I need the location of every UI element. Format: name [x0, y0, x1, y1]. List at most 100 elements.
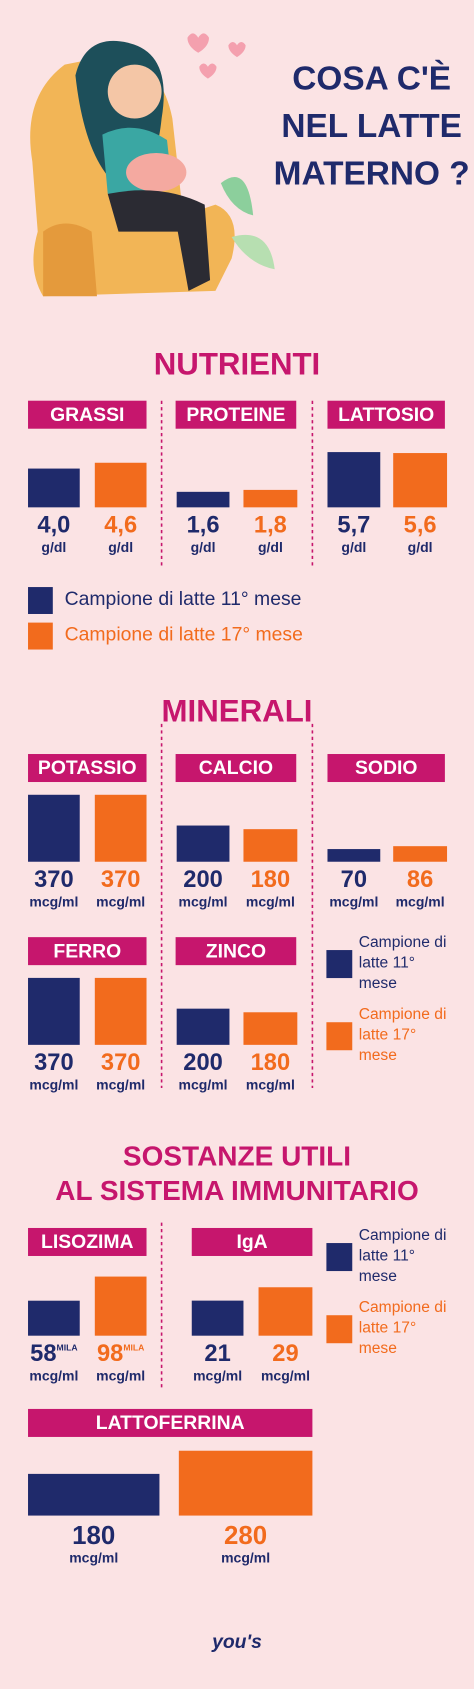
title-line: MATERNO ? — [274, 155, 470, 192]
unit-label: mcg/ml — [179, 1076, 228, 1092]
value-number: 5,7 — [337, 513, 370, 539]
value-label: 370 — [101, 1051, 141, 1077]
chart-label: LISOZIMA — [41, 1231, 134, 1253]
chart-label-box — [28, 1408, 313, 1437]
chart-label-box — [175, 754, 297, 783]
value-label: 200 — [183, 867, 223, 893]
bar — [243, 489, 298, 508]
legend-label: Campione di latte 11° mese — [65, 588, 302, 610]
value-number: 1,6 — [187, 513, 220, 539]
value-number: 98 — [97, 1341, 123, 1367]
value-number: 70 — [341, 867, 367, 893]
chart-label: CALCIO — [199, 757, 273, 779]
value-number: 370 — [34, 867, 74, 893]
value-label: 370 — [34, 867, 74, 893]
value-label: 5,6 — [404, 513, 437, 539]
chart-label-box — [28, 1227, 147, 1256]
chart-label-box — [191, 1227, 313, 1256]
value-number: 21 — [204, 1341, 230, 1367]
unit-label: mcg/ml — [29, 893, 78, 909]
footer-logo: you's — [211, 1631, 262, 1653]
value-label: 1,6 — [187, 513, 220, 539]
section-heading: SOSTANZE UTILI — [123, 1140, 351, 1171]
unit-label: mcg/ml — [96, 1076, 145, 1092]
unit-label: mcg/ml — [246, 1076, 295, 1092]
value-number: 4,0 — [37, 513, 70, 539]
bar — [94, 794, 147, 862]
title-line: COSA C'È — [292, 60, 451, 98]
bar — [258, 1287, 313, 1336]
legend-swatch — [326, 950, 353, 979]
value-label: 180 — [251, 867, 291, 893]
value-label: 4,6 — [104, 513, 137, 539]
legend-swatch — [326, 1243, 353, 1272]
value-label: 98MILA — [97, 1341, 144, 1367]
value-label: 21 — [204, 1341, 230, 1367]
unit-label: g/dl — [341, 539, 366, 555]
value-label: 4,0 — [37, 513, 70, 539]
chart-label: POTASSIO — [38, 757, 137, 779]
value-number: 5,6 — [404, 513, 437, 539]
value-label: 280 — [224, 1522, 267, 1550]
legend-box: Campione di latte 11° mese — [359, 934, 447, 992]
bar — [28, 468, 80, 508]
unit-label: g/dl — [41, 539, 66, 555]
unit-label: mcg/ml — [179, 893, 228, 909]
bar — [393, 846, 448, 862]
bar — [178, 1450, 313, 1516]
value-label: 70 — [341, 867, 367, 893]
value-label: 1,8 — [254, 513, 287, 539]
bar — [28, 1300, 80, 1336]
bar — [176, 491, 230, 508]
unit-label: mcg/ml — [261, 1367, 310, 1383]
value-number: 370 — [101, 867, 141, 893]
unit-label: mcg/ml — [69, 1549, 118, 1565]
chart-label-box — [28, 937, 147, 966]
legend-label: Campione di latte 17° mese — [65, 624, 303, 646]
chart-label-box — [327, 754, 445, 783]
unit-label: mcg/ml — [246, 893, 295, 909]
unit-label: mcg/ml — [29, 1076, 78, 1092]
chart-label: PROTEINE — [186, 404, 285, 426]
value-label: 180 — [72, 1522, 115, 1550]
unit-label: mcg/ml — [96, 1367, 145, 1383]
bar — [393, 453, 448, 508]
value-number: 1,8 — [254, 513, 287, 539]
chart-label: ZINCO — [206, 940, 266, 962]
chart-label-box — [327, 400, 445, 429]
unit-label: mcg/ml — [221, 1549, 270, 1565]
value-number: 280 — [224, 1522, 267, 1550]
chart-label: LATTOFERRINA — [96, 1412, 245, 1434]
bar — [94, 1276, 147, 1336]
value-number: 200 — [183, 867, 223, 893]
value-label: 29 — [272, 1341, 298, 1367]
chart-label-box — [28, 754, 147, 783]
unit-label: g/dl — [258, 539, 283, 555]
bar — [28, 794, 80, 862]
bar — [176, 825, 230, 862]
bar — [327, 452, 381, 508]
chart-label: LATTOSIO — [338, 404, 434, 426]
chart-label: GRASSI — [50, 404, 124, 426]
value-number: 180 — [72, 1522, 115, 1550]
bar — [28, 1473, 160, 1516]
unit-label: mcg/ml — [96, 893, 145, 909]
bar — [28, 977, 80, 1045]
chart-label-box — [175, 400, 297, 429]
value-number: 29 — [272, 1341, 298, 1367]
chart-label-box — [28, 400, 147, 429]
chart-label: IgA — [236, 1231, 267, 1253]
value-suffix: MILA — [123, 1343, 144, 1353]
legend-box: Campione di latte 11° mese — [359, 1227, 447, 1285]
legend-swatch — [326, 1022, 353, 1051]
legend-swatch — [28, 622, 53, 650]
legend-box: Campione di latte 17° mese — [359, 1006, 447, 1064]
section-heading: MINERALI — [162, 693, 313, 728]
chart-label: FERRO — [53, 940, 121, 962]
unit-label: g/dl — [408, 539, 433, 555]
value-number: 370 — [34, 1051, 74, 1077]
section-heading: AL SISTEMA IMMUNITARIO — [55, 1175, 418, 1206]
bar — [243, 829, 298, 862]
